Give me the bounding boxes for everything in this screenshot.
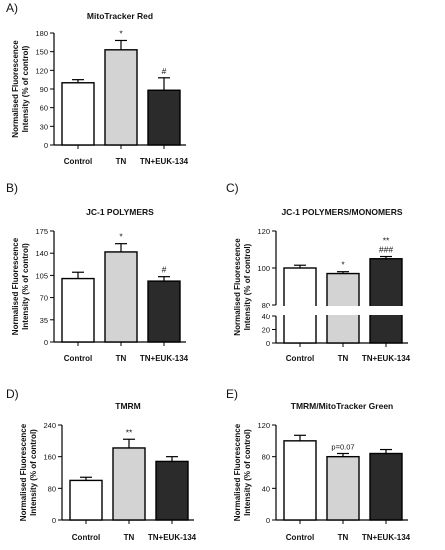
y-tick-label: 140 <box>35 249 48 258</box>
bar-tn-euk-134 <box>369 258 403 344</box>
chart-title: TMRM/MitoTracker Green <box>291 401 394 411</box>
x-tick-label: TN <box>338 354 349 363</box>
bar-tn <box>326 455 360 521</box>
x-tick-label: TN <box>124 533 135 542</box>
panel-label: E) <box>226 387 238 401</box>
bar-tn <box>104 49 138 146</box>
significance-label: # <box>162 66 167 76</box>
significance-label: ** <box>383 236 390 246</box>
significance-label: p=0.07 <box>331 443 354 452</box>
chart-title: JC-1 POLYMERS/MONOMERS <box>281 207 402 217</box>
y-tick-label: 240 <box>43 421 56 430</box>
bar-tn-euk-134 <box>147 89 181 146</box>
bar-control <box>61 277 95 343</box>
y-tick-label: 20 <box>262 326 270 335</box>
y-tick-label: 60 <box>40 104 48 113</box>
y-tick-label: 80 <box>262 301 270 310</box>
bar-control <box>69 479 103 521</box>
panel-label: C) <box>226 181 239 195</box>
x-tick-label: TN <box>338 533 349 542</box>
x-tick-label: TN+EUK-134 <box>148 533 197 542</box>
y-axis-label: Normalised Fluorescence <box>233 238 242 336</box>
y-axis-label: Normalised Fluorescence <box>19 423 28 521</box>
x-tick-label: TN <box>116 354 127 363</box>
significance-label: * <box>119 232 123 242</box>
bar-tn-euk-134 <box>369 452 403 521</box>
y-tick-label: 160 <box>43 453 56 462</box>
y-tick-label: 120 <box>257 421 270 430</box>
y-tick-label: 30 <box>40 122 48 131</box>
panel-label: D) <box>6 387 19 401</box>
panel-label: A) <box>6 1 18 15</box>
y-tick-label: 80 <box>48 484 56 493</box>
chart-title: TMRM <box>115 401 141 411</box>
x-tick-label: TN <box>116 157 127 166</box>
y-tick-label: 0 <box>44 141 48 150</box>
y-tick-label: 80 <box>262 453 270 462</box>
y-tick-label: 90 <box>40 85 48 94</box>
chart-panel-e: E) TMRM/MitoTracker Green Normalised Fluor… <box>226 387 411 542</box>
significance-label: * <box>119 28 123 38</box>
chart-panel-d: D) TMRM Normalised Fluorescence Intensity (… <box>6 387 197 542</box>
y-axis-label: Intensity (% of control) <box>29 429 38 516</box>
y-tick-label: 180 <box>35 29 48 38</box>
y-tick-label: 100 <box>257 264 270 273</box>
significance-label: * <box>341 260 345 270</box>
y-tick-label: 120 <box>35 66 48 75</box>
y-tick-label: 40 <box>262 312 270 321</box>
y-tick-label: 35 <box>40 316 48 325</box>
y-axis-label: Intensity (% of control) <box>21 45 30 132</box>
bar-tn <box>104 251 138 343</box>
y-tick-label: 0 <box>266 516 270 525</box>
y-tick-label: 150 <box>35 48 48 57</box>
chart-panel-b: B) JC-1 POLYMERS Normalised Fluorescence In… <box>6 181 189 363</box>
bar-control <box>61 82 95 146</box>
bar-tn-euk-134 <box>147 280 181 343</box>
y-axis-label: Normalised Fluorescence <box>11 237 20 335</box>
significance-label: ### <box>379 245 393 255</box>
chart-title: JC-1 POLYMERS <box>86 207 154 217</box>
x-tick-label: TN+EUK-134 <box>362 533 411 542</box>
bar-control <box>283 440 317 521</box>
y-tick-label: 120 <box>257 227 270 236</box>
x-tick-label: Control <box>72 533 100 542</box>
y-tick-label: 0 <box>52 516 56 525</box>
x-tick-label: Control <box>64 354 92 363</box>
y-tick-label: 105 <box>35 271 48 280</box>
chart-panel-c: C) JC-1 POLYMERS/MONOMERS Normalised Fluor… <box>226 181 411 363</box>
x-tick-label: Control <box>286 354 314 363</box>
x-tick-label: Control <box>64 157 92 166</box>
y-axis-label: Normalised Fluorescence <box>233 423 242 521</box>
y-tick-label: 40 <box>262 484 270 493</box>
chart-panel-a: A) MitoTracker Red Normalised Fluorescence… <box>6 1 189 166</box>
y-tick-label: 0 <box>266 339 270 348</box>
y-tick-label: 0 <box>44 338 48 347</box>
chart-title: MitoTracker Red <box>87 11 153 21</box>
bar-tn-euk-134 <box>155 460 189 521</box>
y-axis-label: Normalised Fluorescence <box>11 40 20 138</box>
y-axis-label: Intensity (% of control) <box>243 243 252 330</box>
x-tick-label: Control <box>286 533 314 542</box>
axis-break-gap <box>268 306 410 315</box>
x-tick-label: TN+EUK-134 <box>140 354 189 363</box>
x-tick-label: TN+EUK-134 <box>362 354 411 363</box>
y-tick-label: 70 <box>40 294 48 303</box>
bar-tn <box>112 447 146 521</box>
panel-label: B) <box>6 181 18 195</box>
significance-label: # <box>162 265 167 275</box>
y-tick-label: 175 <box>35 227 48 236</box>
significance-label: ** <box>126 427 133 437</box>
y-axis-label: Intensity (% of control) <box>21 243 30 330</box>
x-tick-label: TN+EUK-134 <box>140 157 189 166</box>
bar-control <box>283 267 317 344</box>
y-axis-label: Intensity (% of control) <box>243 429 252 516</box>
